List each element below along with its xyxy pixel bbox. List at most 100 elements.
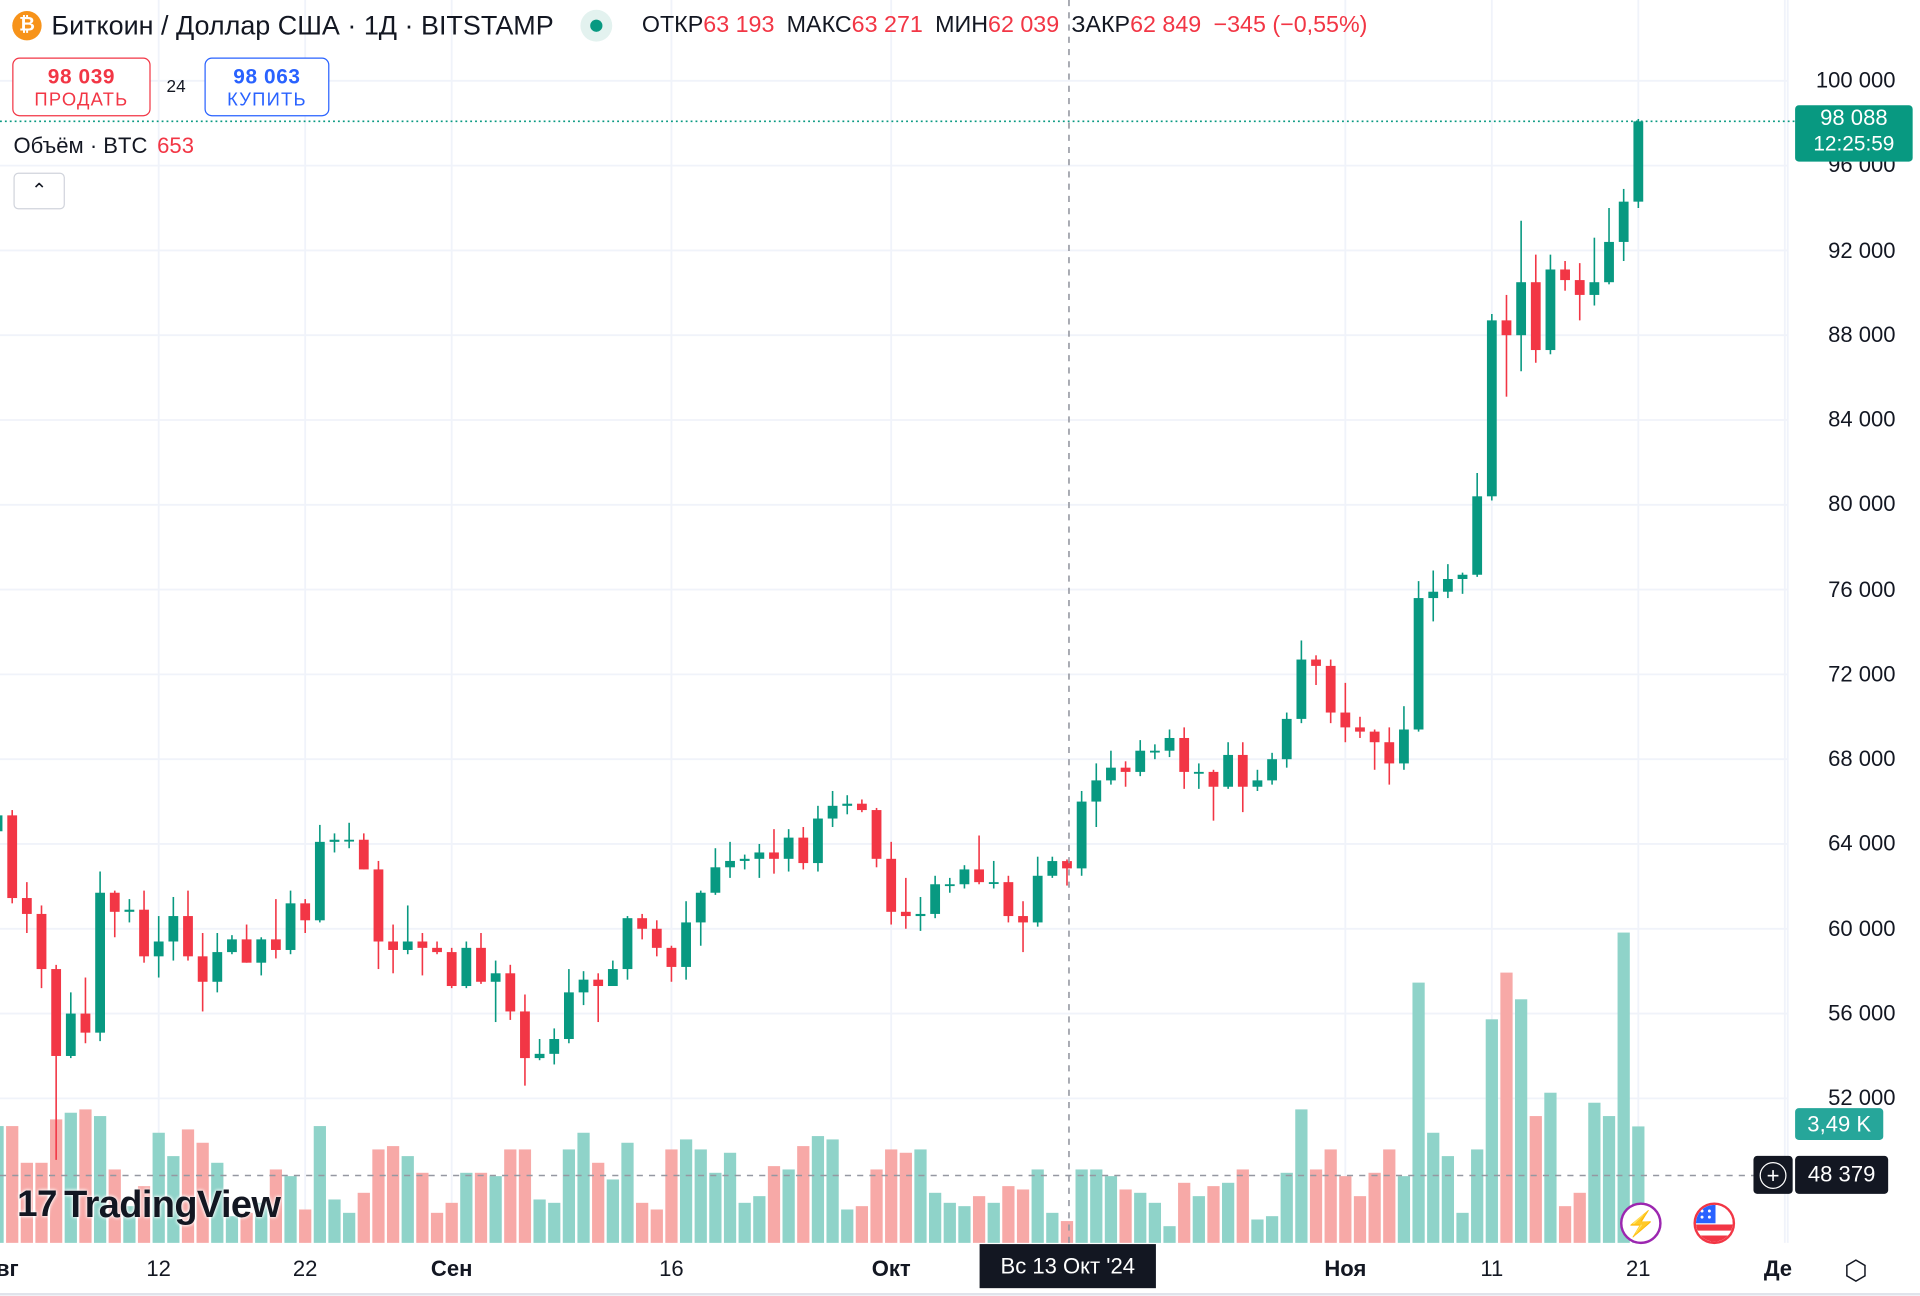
buy-button[interactable]: 98 063 КУПИТЬ bbox=[204, 57, 330, 117]
volume-bar bbox=[1456, 1212, 1469, 1243]
candle-body bbox=[783, 837, 794, 859]
us-flag-icon[interactable] bbox=[1693, 1202, 1736, 1245]
volume-bar bbox=[1148, 1202, 1162, 1243]
candle-body bbox=[1486, 320, 1497, 497]
ohlc-low-value: 62 039 bbox=[988, 12, 1060, 38]
price-tick-label: 80 000 bbox=[1828, 491, 1896, 517]
candle-body bbox=[1179, 737, 1190, 772]
sell-price: 98 039 bbox=[47, 64, 116, 88]
volume-bar bbox=[518, 1149, 532, 1243]
candle-body bbox=[490, 973, 501, 982]
candle-body bbox=[270, 939, 281, 950]
ohlc-open-value: 63 193 bbox=[703, 12, 775, 38]
candle-body bbox=[710, 867, 721, 893]
volume-bar bbox=[899, 1152, 912, 1243]
volume-bar bbox=[636, 1202, 649, 1243]
candle-body bbox=[1384, 742, 1395, 764]
candle-body bbox=[373, 869, 384, 942]
bar-countdown: 12:25:59 bbox=[1813, 132, 1895, 156]
candle-body bbox=[725, 860, 735, 868]
candle-body bbox=[1604, 241, 1614, 283]
time-tick-label: вг bbox=[0, 1256, 19, 1281]
candle-body bbox=[578, 979, 589, 993]
volume-bar bbox=[972, 1196, 986, 1243]
volume-bar bbox=[1309, 1169, 1323, 1243]
volume-bar bbox=[1251, 1219, 1264, 1243]
time-tick-label: 22 bbox=[292, 1256, 318, 1281]
candle-body bbox=[1062, 861, 1072, 869]
candle-body bbox=[1120, 767, 1131, 772]
volume-bar bbox=[460, 1172, 473, 1243]
volume-bar bbox=[621, 1142, 634, 1243]
volume-bar bbox=[313, 1126, 326, 1243]
candle-body bbox=[827, 805, 838, 819]
add-alert-button[interactable]: + bbox=[1753, 1155, 1793, 1194]
volume-bar bbox=[709, 1172, 722, 1243]
candle-body bbox=[593, 979, 604, 987]
candle-body bbox=[915, 913, 926, 917]
volume-bar bbox=[1280, 1172, 1293, 1243]
symbol-title[interactable]: Биткоин / Доллар США · 1Д · BITSTAMP bbox=[51, 9, 554, 41]
candle-body bbox=[285, 903, 296, 950]
volume-bar bbox=[943, 1202, 956, 1243]
candle-body bbox=[1560, 269, 1570, 281]
candle-body bbox=[1164, 737, 1175, 751]
volume-bar bbox=[225, 1216, 239, 1243]
volume-legend-label: Объём · BTC bbox=[13, 133, 148, 158]
collapse-legend-button[interactable]: ⌃ bbox=[13, 172, 65, 210]
time-tick-label: 16 bbox=[659, 1256, 684, 1281]
volume-bar bbox=[929, 1192, 942, 1243]
candle-body bbox=[1369, 731, 1380, 743]
sell-button[interactable]: 98 039 ПРОДАТЬ bbox=[12, 57, 151, 117]
crosshair-price-value: 48 379 bbox=[1795, 1155, 1889, 1194]
candle-body bbox=[183, 916, 193, 957]
candle-body bbox=[65, 1013, 76, 1056]
candle-body bbox=[1223, 754, 1234, 787]
candle-body bbox=[1149, 750, 1160, 753]
buy-price: 98 063 bbox=[233, 64, 301, 88]
settings-icon[interactable]: ⬡ bbox=[1844, 1255, 1868, 1286]
volume-bar bbox=[782, 1169, 795, 1243]
volume-bar bbox=[284, 1176, 297, 1243]
time-tick-label: Сен bbox=[430, 1256, 473, 1281]
volume-bar bbox=[665, 1149, 678, 1243]
volume-bar bbox=[1207, 1186, 1220, 1243]
volume-bar bbox=[1515, 999, 1528, 1243]
candle-body bbox=[1530, 282, 1541, 351]
volume-bar bbox=[0, 1126, 4, 1243]
candle-body bbox=[681, 922, 691, 967]
candle-body bbox=[241, 939, 252, 963]
candle-body bbox=[944, 884, 955, 887]
volume-bar bbox=[93, 1116, 107, 1243]
candle-body bbox=[1135, 750, 1146, 772]
volume-bar bbox=[592, 1162, 605, 1243]
volume-bar bbox=[1573, 1192, 1586, 1243]
volume-bar bbox=[1368, 1172, 1381, 1243]
volume-bar bbox=[1529, 1116, 1542, 1243]
volume-bar bbox=[372, 1149, 385, 1243]
volume-bar bbox=[474, 1172, 488, 1243]
ohlc-open-label: ОТКР bbox=[641, 12, 704, 38]
volume-bar bbox=[1485, 1019, 1498, 1243]
lightning-icon[interactable]: ⚡ bbox=[1620, 1202, 1662, 1245]
candle-body bbox=[563, 992, 574, 1040]
candle-body bbox=[446, 952, 457, 987]
ohlc-open: ОТКР63 193 bbox=[642, 12, 775, 39]
volume-bar bbox=[489, 1176, 502, 1243]
volume-bar bbox=[1558, 1206, 1572, 1243]
candle-body bbox=[0, 815, 3, 832]
candle-body bbox=[1589, 282, 1600, 295]
candle-body bbox=[549, 1039, 560, 1054]
volume-bar bbox=[1236, 1169, 1249, 1243]
candle-body bbox=[1091, 780, 1102, 802]
tradingview-logo[interactable]: 17 TradingView bbox=[17, 1183, 281, 1227]
volume-bar bbox=[811, 1136, 825, 1243]
candle-body bbox=[1516, 282, 1527, 336]
candle-body bbox=[739, 858, 750, 861]
last-volume-label: 3,49 K bbox=[1795, 1108, 1884, 1141]
candle-body bbox=[124, 909, 135, 912]
candle-body bbox=[1076, 801, 1087, 869]
candle-body bbox=[1457, 574, 1468, 579]
buy-label: КУПИТЬ bbox=[227, 88, 307, 110]
